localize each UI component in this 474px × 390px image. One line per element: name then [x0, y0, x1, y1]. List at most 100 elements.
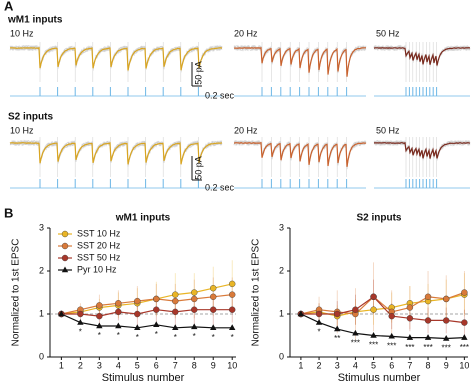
- significance-label: *: [231, 333, 234, 342]
- trace-layer: [9, 42, 471, 189]
- mean-trace: [9, 142, 223, 165]
- chart-title: wM1 inputs: [115, 213, 171, 224]
- legend-marker: [61, 242, 69, 250]
- data-point: [191, 295, 198, 303]
- mean-trace: [10, 46, 223, 71]
- data-point: [406, 304, 414, 311]
- data-point: [461, 334, 468, 340]
- y-tick-label: 3: [279, 222, 284, 232]
- legend-marker: [61, 230, 69, 238]
- freq-label: 50 Hz: [376, 28, 400, 38]
- data-point: [134, 297, 141, 305]
- freq-label: 20 Hz: [234, 28, 258, 38]
- data-point: [210, 293, 217, 300]
- data-point: [406, 334, 414, 340]
- data-point: [191, 323, 198, 330]
- x-tick-label: 7: [407, 360, 412, 370]
- series-line: [61, 283, 233, 315]
- data-point: [210, 306, 217, 313]
- series-line: [61, 309, 233, 317]
- data-point: [229, 324, 236, 330]
- data-point: [134, 310, 141, 318]
- x-tick-label: 5: [371, 360, 376, 370]
- y-tick-label: 2: [39, 265, 44, 275]
- data-point: [406, 315, 414, 322]
- data-point: [315, 319, 323, 325]
- scale-label: 0.2 sec: [205, 90, 235, 100]
- x-tick-label: 7: [173, 360, 178, 370]
- series-line: [300, 313, 465, 340]
- data-point: [58, 310, 65, 317]
- series-line: [61, 313, 233, 329]
- freq-label: 10 Hz: [10, 28, 34, 38]
- y-axis-label: Normalized to 1st EPSC: [251, 239, 262, 347]
- data-point: [172, 324, 179, 330]
- data-point: [115, 308, 122, 316]
- data-point: [370, 293, 377, 300]
- data-point: [315, 310, 323, 318]
- mean-trace: [233, 46, 366, 77]
- legend-marker: [61, 266, 69, 273]
- data-point: [96, 312, 103, 320]
- x-tick-label: 8: [426, 360, 431, 370]
- scale-label: 50 pA: [193, 156, 203, 180]
- data-point: [96, 322, 103, 329]
- data-point: [388, 312, 395, 320]
- data-point: [424, 317, 432, 324]
- data-point: [370, 332, 377, 338]
- scale-label: 0.2 sec: [205, 182, 235, 192]
- data-point: [229, 306, 236, 313]
- x-tick-label: 3: [335, 360, 340, 370]
- data-point: [229, 280, 236, 288]
- x-tick-label: 3: [97, 360, 102, 370]
- data-point: [134, 324, 141, 330]
- x-tick-label: 4: [353, 360, 358, 370]
- significance-label: *: [117, 331, 120, 340]
- freq-label: 20 Hz: [234, 125, 258, 135]
- x-axis-label: Stimulus number: [338, 372, 421, 384]
- data-point: [96, 302, 103, 309]
- chart-title: S2 inputs: [356, 213, 401, 224]
- y-tick-label: 2: [279, 265, 284, 275]
- significance-label: *: [317, 328, 320, 337]
- significance-label: *: [193, 332, 196, 341]
- data-point: [172, 291, 179, 298]
- x-tick-label: 5: [135, 360, 140, 370]
- panel-label: A: [4, 0, 14, 13]
- x-tick-label: 9: [211, 360, 216, 370]
- scale-label: 50 pA: [193, 61, 203, 85]
- row-title: wM1 inputs: [7, 15, 63, 26]
- y-tick-label: 0: [279, 351, 284, 361]
- significance-label: *: [155, 330, 158, 339]
- data-point: [229, 291, 236, 298]
- x-tick-label: 6: [154, 360, 159, 370]
- data-point: [424, 334, 432, 340]
- data-point: [115, 322, 122, 329]
- mean-trace: [374, 141, 471, 159]
- trial-trace: [373, 44, 471, 66]
- data-point: [334, 310, 341, 318]
- x-tick-label: 6: [389, 360, 394, 370]
- significance-label: ***: [442, 344, 451, 353]
- legend-label: SST 20 Hz: [77, 240, 121, 250]
- y-tick-label: 1: [279, 308, 284, 318]
- data-point: [424, 293, 432, 300]
- y-axis-label: Normalized to 1st EPSC: [11, 239, 22, 347]
- data-point: [115, 300, 122, 307]
- data-point: [352, 329, 359, 336]
- data-point: [172, 297, 179, 305]
- y-tick-label: 3: [39, 222, 44, 232]
- x-tick-label: 1: [298, 360, 303, 370]
- data-point: [153, 295, 160, 303]
- significance-label: ***: [423, 343, 432, 352]
- data-point: [210, 285, 217, 292]
- significance-label: *: [136, 333, 139, 342]
- mean-trace: [234, 141, 367, 167]
- data-point: [153, 306, 160, 313]
- row-title: S2 inputs: [8, 112, 53, 123]
- x-axis-label: Stimulus number: [102, 372, 185, 384]
- data-point: [443, 335, 450, 341]
- legend-marker: [61, 254, 69, 262]
